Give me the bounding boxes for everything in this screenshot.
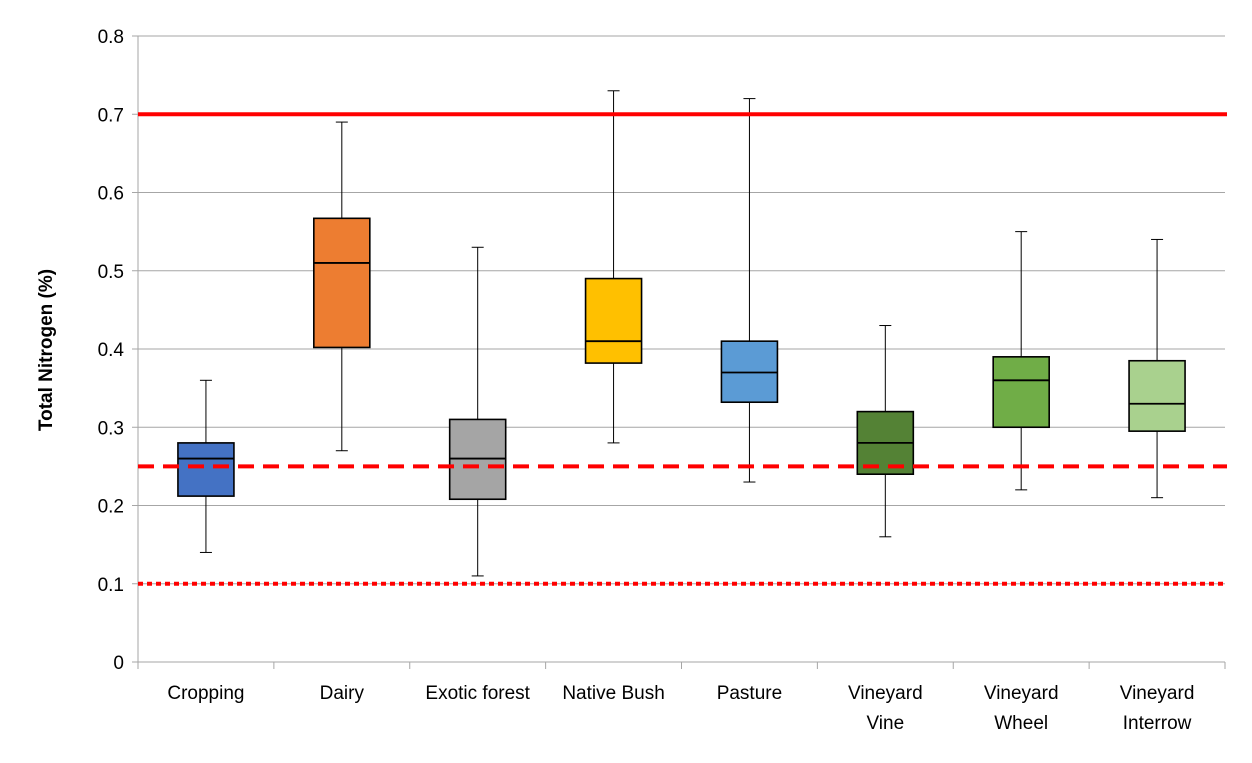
x-category-label: Exotic forest bbox=[425, 683, 530, 704]
y-tick-label: 0.4 bbox=[98, 340, 125, 361]
box-vineyard-interrow bbox=[1128, 238, 1186, 499]
x-category-label: Cropping bbox=[167, 683, 244, 704]
x-category-label-line: Exotic forest bbox=[425, 683, 530, 704]
iqr-box bbox=[1128, 359, 1186, 432]
box-vineyard-vine bbox=[856, 325, 915, 538]
axes bbox=[132, 35, 1226, 669]
y-tick-label: 0.8 bbox=[98, 27, 124, 48]
labels: 0 0.1 0.2 0.3 0.4 0.5 0.6 0.7 0.8 Cropping Dairy Ex… bbox=[98, 27, 1195, 734]
x-category-label-line: Interrow bbox=[1123, 713, 1192, 734]
x-category-label: Vineyard Interrow bbox=[1120, 683, 1195, 734]
iqr-box bbox=[992, 356, 1050, 429]
reference-lines bbox=[138, 112, 1227, 586]
y-axis-title: Total Nitrogen (%) bbox=[36, 269, 57, 431]
gridlines bbox=[138, 35, 1225, 585]
box-pasture bbox=[720, 98, 779, 483]
x-category-label-line: Wheel bbox=[994, 713, 1048, 734]
boxes bbox=[177, 90, 1186, 577]
box-dairy bbox=[313, 121, 371, 452]
x-category-label: Native Bush bbox=[562, 683, 664, 704]
x-category-label-line: Vineyard bbox=[848, 683, 923, 704]
x-category-label-line: Pasture bbox=[717, 683, 782, 704]
x-category-label-line: Vine bbox=[866, 713, 904, 734]
box-native-bush bbox=[584, 90, 643, 444]
x-category-label-line: Vineyard bbox=[984, 683, 1059, 704]
y-tick-label: 0.1 bbox=[98, 575, 124, 596]
y-tick-label: 0.6 bbox=[98, 184, 124, 205]
iqr-box bbox=[177, 442, 235, 497]
x-category-label: Vineyard Wheel bbox=[984, 683, 1059, 734]
x-category-label: Dairy bbox=[320, 683, 365, 704]
box-cropping bbox=[177, 379, 235, 553]
x-category-label-line: Native Bush bbox=[562, 683, 664, 704]
y-tick-label: 0 bbox=[113, 653, 124, 674]
iqr-box bbox=[584, 277, 643, 364]
y-tick-label: 0.3 bbox=[98, 418, 124, 439]
box-exotic-forest bbox=[448, 246, 507, 577]
x-category-label-line: Vineyard bbox=[1120, 683, 1195, 704]
y-tick-label: 0.2 bbox=[98, 497, 124, 518]
y-tick-label: 0.7 bbox=[98, 105, 124, 126]
y-tick-label: 0.5 bbox=[98, 262, 124, 283]
iqr-box bbox=[313, 217, 371, 349]
x-category-label: Pasture bbox=[717, 683, 782, 704]
x-category-label: Vineyard Vine bbox=[848, 683, 923, 734]
x-category-label-line: Dairy bbox=[320, 683, 365, 704]
x-category-label-line: Cropping bbox=[167, 683, 244, 704]
box-vineyard-wheel bbox=[992, 231, 1050, 491]
